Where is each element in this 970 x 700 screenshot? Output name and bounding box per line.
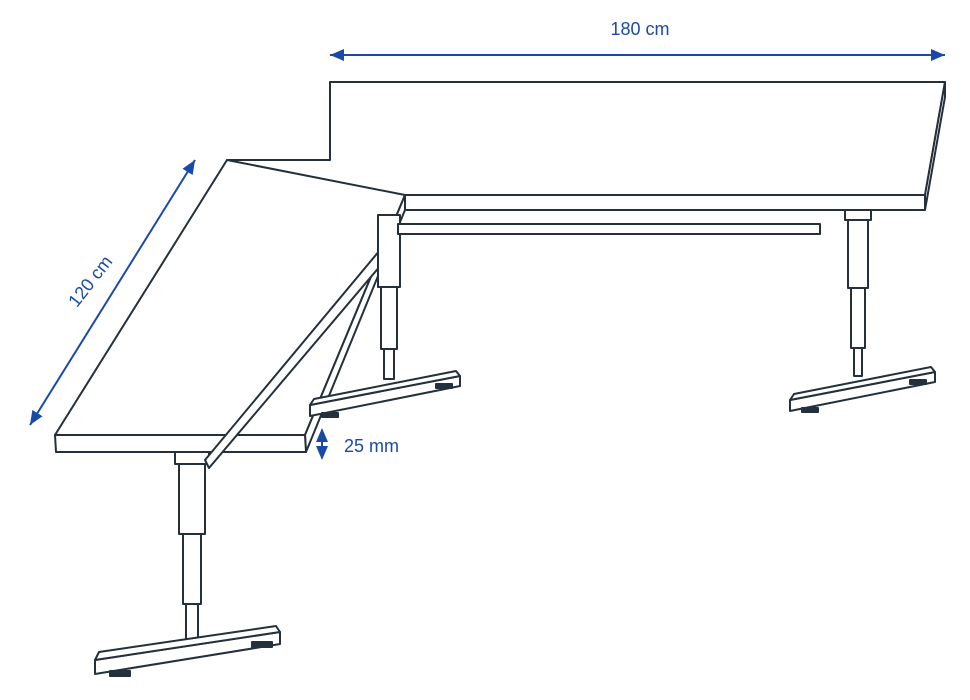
desk-diagram: 180 cm 120 cm xyxy=(0,0,970,700)
leg-right xyxy=(790,210,935,412)
dimension-width-label: 180 cm xyxy=(610,19,669,39)
dimension-width: 180 cm xyxy=(330,19,945,61)
dimension-thickness: 25 mm xyxy=(316,428,399,460)
dimension-depth-label: 120 cm xyxy=(64,252,116,311)
leg-front-left xyxy=(95,452,280,676)
dimension-thickness-label: 25 mm xyxy=(344,436,399,456)
